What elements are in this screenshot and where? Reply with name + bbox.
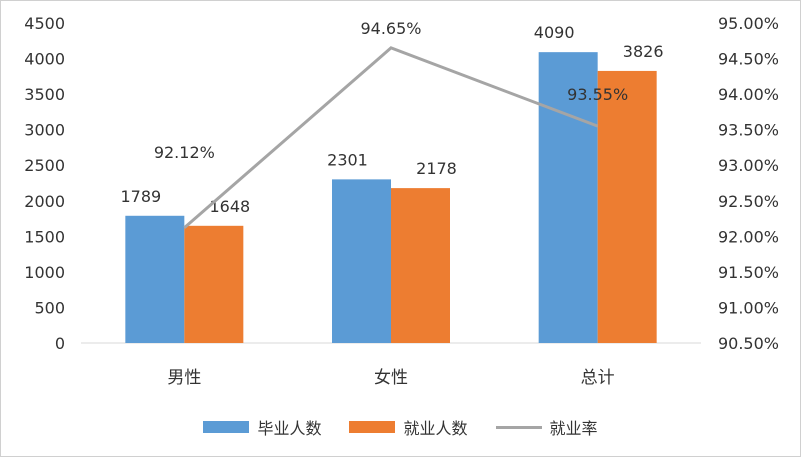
legend-item-employment-rate: 就业率 xyxy=(495,415,598,439)
y-right-tick-label: 94.00% xyxy=(718,85,779,104)
y-right-tick-label: 93.50% xyxy=(718,121,779,140)
y-left-tick-label: 0 xyxy=(55,334,65,353)
x-tick-label: 女性 xyxy=(374,368,408,388)
y-right-tick-label: 91.50% xyxy=(718,263,779,282)
data-label-graduates: 4090 xyxy=(534,23,575,42)
y-left-tick-label: 3500 xyxy=(24,85,65,104)
y-left-tick-label: 2500 xyxy=(24,156,65,175)
data-label-employment-rate: 92.12% xyxy=(154,143,215,162)
x-tick-label: 总计 xyxy=(581,368,615,388)
data-label-employment-rate: 94.65% xyxy=(360,19,421,38)
y-right-tick-label: 92.00% xyxy=(718,227,779,246)
data-label-graduates: 2301 xyxy=(327,150,368,169)
y-left-tick-label: 1000 xyxy=(24,263,65,282)
legend-item-graduates: 毕业人数 xyxy=(203,415,321,439)
y-right-tick-label: 91.00% xyxy=(718,298,779,317)
bar-employed xyxy=(184,225,244,343)
data-label-employment-rate: 93.55% xyxy=(567,85,628,104)
legend: 毕业人数 就业人数 就业率 xyxy=(1,415,800,439)
y-left-tick-label: 3000 xyxy=(24,121,65,140)
bar-graduates xyxy=(332,179,391,343)
data-label-employed: 3826 xyxy=(623,42,664,61)
y-left-tick-label: 2000 xyxy=(24,192,65,211)
employment-rate-line xyxy=(183,46,599,229)
y-right-tick-label: 93.00% xyxy=(718,156,779,175)
bar-employed xyxy=(391,188,450,343)
y-right-tick-label: 92.50% xyxy=(718,192,779,211)
y-right-tick-label: 90.50% xyxy=(718,334,779,353)
y-right-tick-label: 95.00% xyxy=(718,14,779,33)
y-left-tick-label: 4000 xyxy=(24,50,65,69)
data-label-graduates: 1789 xyxy=(120,187,161,206)
legend-item-employed: 就业人数 xyxy=(349,415,468,439)
legend-label-graduates: 毕业人数 xyxy=(257,419,322,438)
x-tick-label: 男性 xyxy=(167,368,201,388)
legend-swatch-employment-rate xyxy=(495,425,542,429)
data-label-employed: 1648 xyxy=(209,197,250,216)
chart-svg: 0 500 1000 1500 2000 2500 3000 3500 4000 4500 90.5… xyxy=(24,14,779,388)
y-left-tick-label: 500 xyxy=(34,298,65,317)
y-left-tick-label: 1500 xyxy=(24,227,65,246)
y-right-tick-label: 94.50% xyxy=(718,50,779,69)
data-label-employed: 2178 xyxy=(416,159,457,178)
bar-graduates xyxy=(538,52,598,344)
y-left-tick-label: 4500 xyxy=(24,14,65,33)
bar-employed xyxy=(597,70,657,343)
legend-swatch-employed xyxy=(349,421,396,433)
legend-swatch-graduates xyxy=(203,421,250,433)
legend-label-employment-rate: 就业率 xyxy=(549,419,598,438)
bar-graduates xyxy=(125,215,185,343)
legend-label-employed: 就业人数 xyxy=(403,419,468,438)
